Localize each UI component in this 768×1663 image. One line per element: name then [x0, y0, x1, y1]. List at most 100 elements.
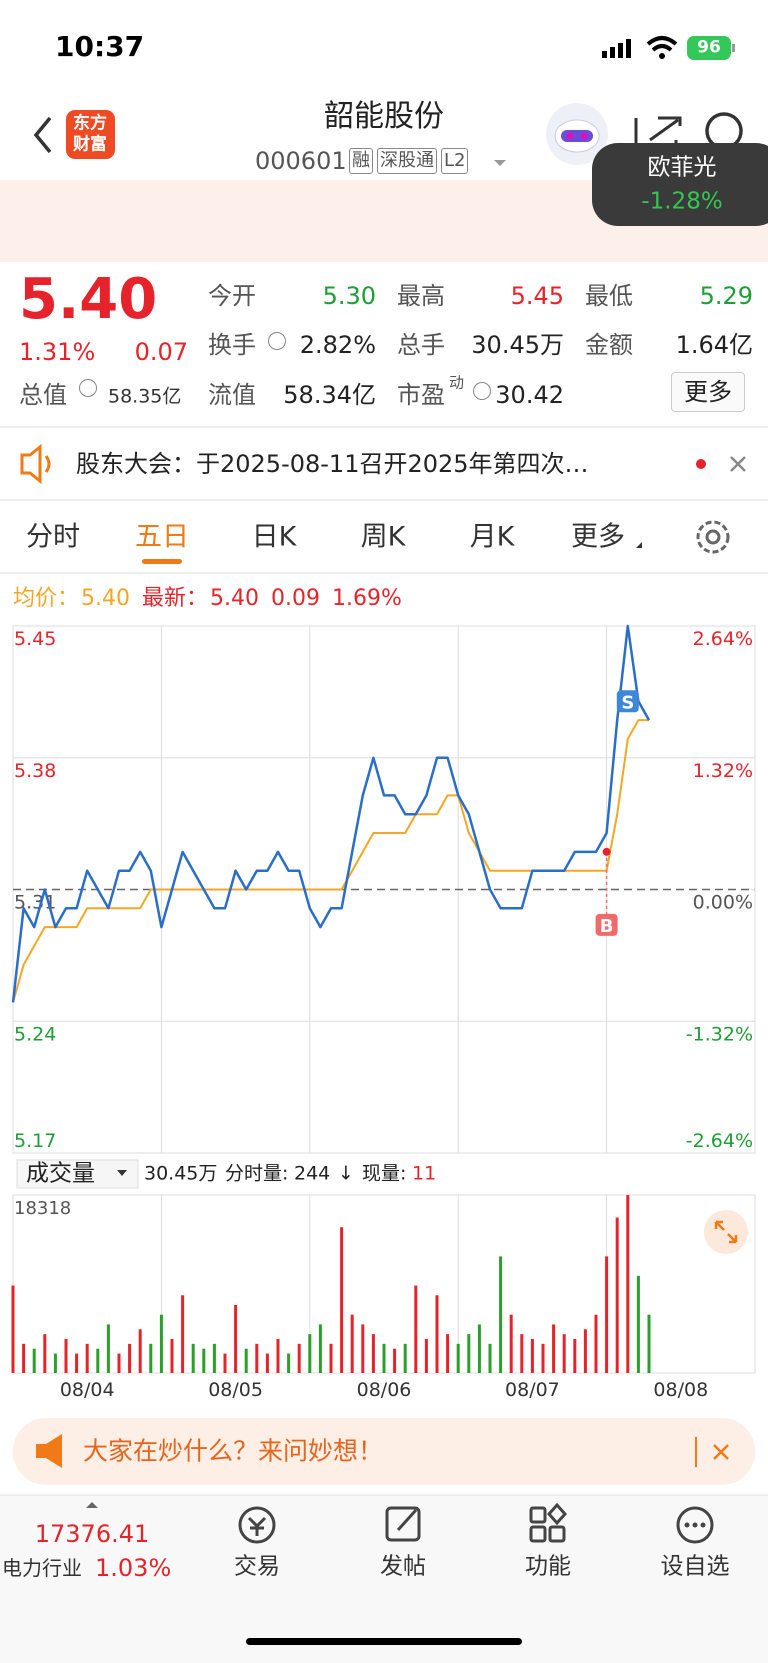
close-icon[interactable]: [730, 456, 746, 472]
tab[interactable]: 月K: [469, 521, 515, 553]
volume-bar: [149, 1343, 153, 1373]
volume-bar: [562, 1334, 566, 1373]
battery-level: 96: [697, 37, 721, 58]
index-name[interactable]: 电力行业: [2, 1556, 82, 1580]
volume-bar: [117, 1353, 121, 1373]
volume-bar: [244, 1348, 248, 1373]
logo-bg: [66, 110, 115, 159]
banner-text[interactable]: 大家在炒什么？来问妙想！: [83, 1436, 384, 1466]
popup-change[interactable]: -1.28%: [641, 188, 723, 215]
chart-info: 5.40: [81, 586, 130, 611]
volume-bar: [11, 1285, 15, 1373]
x-tick-label: 08/06: [357, 1379, 412, 1401]
nav-icons[interactable]: [238, 1502, 714, 1544]
info-icon[interactable]: [473, 382, 491, 400]
chart-info: 1.69%: [332, 586, 402, 611]
back-icon[interactable]: [33, 116, 52, 154]
volume-bar: [191, 1343, 195, 1373]
settings-icon[interactable]: [696, 520, 730, 554]
tab[interactable]: 日K: [251, 521, 297, 553]
volume-bar: [583, 1329, 587, 1373]
speaker-icon: [20, 443, 51, 485]
tab[interactable]: 分时: [26, 521, 80, 553]
banner-close[interactable]: [713, 1444, 729, 1460]
logo-text: 东方: [73, 113, 107, 134]
notice-text[interactable]: 股东大会：于2025-08-11召开2025年第四次…: [76, 450, 589, 478]
stat-value: 58.35亿: [108, 385, 182, 408]
stock-code: 000601: [255, 147, 347, 175]
index-value[interactable]: 17376.41: [34, 1520, 150, 1548]
tab[interactable]: 周K: [360, 521, 406, 553]
volume-bar: [605, 1256, 609, 1373]
y-tick-label: 5.45: [14, 628, 56, 650]
stat-label: 最高: [397, 282, 445, 310]
stat-value: 1.64亿: [675, 331, 753, 359]
chart-info: 最新：: [142, 586, 209, 611]
nav-item[interactable]: 发帖: [380, 1553, 426, 1580]
y-tick-label: 5.17: [14, 1130, 56, 1152]
stat-value: 5.29: [699, 282, 753, 310]
selector-arrow[interactable]: [117, 1170, 127, 1176]
nav-bg: [0, 1495, 768, 1663]
volume-bar: [138, 1329, 142, 1373]
volume-bar: [424, 1338, 428, 1373]
tab-underline: [142, 559, 182, 564]
index-change[interactable]: 1.03%: [95, 1554, 172, 1582]
logo-text: 财富: [73, 134, 107, 155]
volume-bar: [159, 1314, 163, 1373]
badge: L2: [441, 148, 469, 174]
volume-info: 30.45万: [144, 1162, 218, 1185]
chart-info: 均价：: [13, 586, 80, 611]
x-tick-label: 08/08: [653, 1379, 708, 1401]
volume-bar: [552, 1324, 556, 1373]
volume-info: 244: [294, 1162, 331, 1185]
y2-tick-label: -2.64%: [686, 1130, 753, 1152]
stat-label: 总手: [397, 331, 445, 359]
popup-bg[interactable]: [592, 143, 768, 226]
volume-info: 11: [412, 1162, 437, 1185]
volume-bar: [594, 1314, 598, 1373]
x-tick-label: 08/04: [60, 1379, 115, 1401]
expand-icon: [704, 1210, 748, 1254]
dropdown-icon[interactable]: [494, 160, 506, 166]
more-button[interactable]: 更多: [671, 372, 745, 412]
selector-bg[interactable]: [16, 1159, 139, 1189]
more-arrow: [636, 542, 642, 548]
popup-name[interactable]: 欧菲光: [647, 154, 717, 181]
volume-bar: [467, 1334, 471, 1373]
info-icon[interactable]: [79, 379, 97, 397]
stat-sup: 动: [449, 373, 465, 392]
volume-info: 分时量:: [225, 1162, 289, 1185]
stat-value: 5.30: [322, 282, 376, 310]
signal-dot: [602, 847, 611, 856]
banner-bg[interactable]: [13, 1418, 755, 1485]
volume-selector[interactable]: 成交量: [26, 1160, 95, 1187]
expand-arrows: [714, 1220, 738, 1244]
volume-info: ↓: [338, 1162, 354, 1185]
volume-bar: [573, 1338, 577, 1373]
last-price: 5.40: [19, 267, 158, 332]
megaphone-icon: [36, 1434, 62, 1468]
stat-value: 30.42: [495, 381, 564, 409]
tab[interactable]: 更多: [571, 521, 625, 553]
volume-bar: [393, 1348, 397, 1373]
volume-bar: [43, 1334, 47, 1373]
volume-bar: [22, 1343, 26, 1373]
nav-item[interactable]: 设自选: [660, 1553, 730, 1580]
volume-bar: [636, 1275, 640, 1373]
volume-bar: [382, 1343, 386, 1373]
price-line: [11, 624, 651, 1003]
nav-item[interactable]: 功能: [525, 1553, 571, 1580]
info-icon[interactable]: [268, 332, 286, 350]
stat-label: 市盈: [397, 381, 445, 409]
tab[interactable]: 五日: [135, 521, 189, 553]
y2-tick-label: 2.64%: [693, 628, 753, 650]
notice-dot: [696, 459, 706, 469]
nav-item[interactable]: 交易: [234, 1553, 280, 1580]
status-time: 10:37: [55, 30, 145, 63]
volume-bar: [456, 1343, 460, 1373]
volume-bar: [181, 1295, 185, 1373]
volume-bar: [128, 1343, 132, 1373]
avatar[interactable]: [546, 103, 608, 165]
change-pct: 1.31%: [19, 338, 96, 366]
